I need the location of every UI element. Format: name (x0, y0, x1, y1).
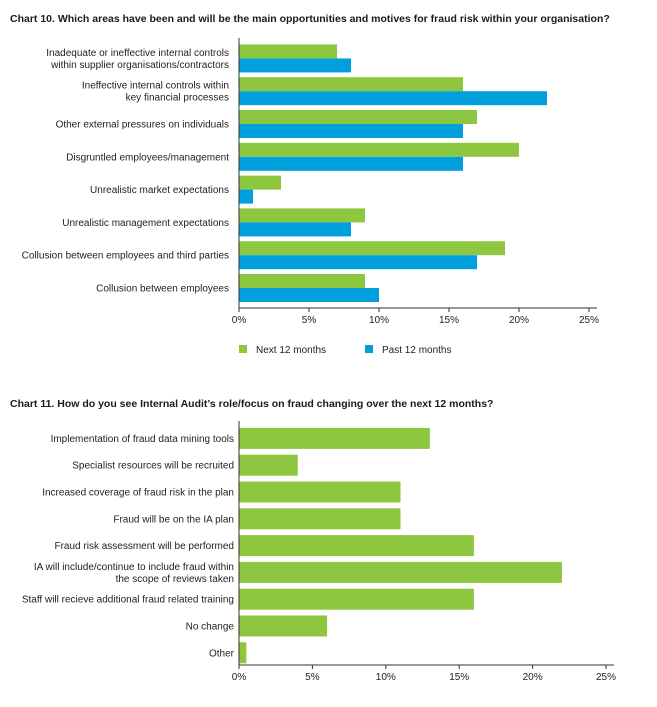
chart-11-x-axis: 0% 5% 10% 15% 20% 25% (232, 421, 616, 683)
x-tick-label: 25% (596, 672, 616, 683)
bar-collusion-between-employees-past-12-months (239, 288, 379, 302)
category-label-specialist-resources-will-be-recruited: Specialist resources will be recruited (72, 461, 234, 472)
category-label-line: Other external pressures on individuals (56, 120, 229, 131)
category-label-line: Increased coverage of fraud risk in the … (42, 488, 234, 499)
category-label-disgruntled-employees-management: Disgruntled employees/management (66, 152, 229, 163)
category-label-line: Other (209, 648, 235, 659)
category-label-fraud-risk-assessment-will-be-performed: Fraud risk assessment will be performed (54, 541, 234, 552)
category-label-line: Ineffective internal controls within (82, 81, 229, 92)
chart-11-bars (239, 427, 562, 664)
bar-unrealistic-market-expectations-next-12-months (239, 175, 281, 190)
category-label-line: Fraud will be on the IA plan (113, 514, 234, 525)
bar-disgruntled-employees-management-next-12-months (239, 142, 519, 157)
legend-label-next-12-months: Next 12 months (256, 345, 326, 356)
x-tick-label: 15% (449, 672, 469, 683)
bar-staff-will-recieve-additional-fraud-related-trai-value (239, 588, 474, 610)
bar-ia-will-include-continue-to-include-fraud-within-value (239, 561, 562, 583)
bar-unrealistic-market-expectations-past-12-months (239, 189, 253, 204)
category-label-unrealistic-market-expectations: Unrealistic market expectations (90, 185, 229, 196)
bar-collusion-between-employees-and-third-parties-next-12-months (239, 241, 505, 256)
bar-other-value (239, 642, 247, 664)
category-label-line: the scope of reviews taken (116, 574, 234, 585)
category-label-line: key financial processes (126, 93, 229, 104)
category-label-staff-will-recieve-additional-fraud-related-trai: Staff will recieve additional fraud rela… (22, 595, 234, 606)
legend-label-past-12-months: Past 12 months (382, 345, 451, 356)
category-label-line: IA will include/continue to include frau… (34, 562, 234, 573)
chart-11: Chart 11. How do you see Internal Audit’… (10, 398, 616, 683)
category-label-line: Collusion between employees and third pa… (22, 251, 229, 262)
bar-ineffective-internal-controls-within-key-financi-next-12-months (239, 77, 463, 92)
category-label-unrealistic-management-expectations: Unrealistic management expectations (62, 218, 229, 229)
bar-inadequate-or-ineffective-internal-controls-with-past-12-months (239, 58, 351, 73)
category-label-line: Implementation of fraud data mining tool… (51, 434, 234, 445)
bar-inadequate-or-ineffective-internal-controls-with-next-12-months (239, 44, 337, 59)
category-label-line: Collusion between employees (96, 284, 229, 295)
bar-other-external-pressures-on-individuals-past-12-months (239, 124, 463, 138)
category-label-collusion-between-employees-and-third-parties: Collusion between employees and third pa… (22, 251, 229, 262)
chart-10-x-axis: 0% 5% 10% 15% 20% 25% (232, 38, 599, 326)
category-label-line: Specialist resources will be recruited (72, 461, 234, 472)
x-tick-label: 10% (376, 672, 396, 683)
chart-10-title: Chart 10. Which areas have been and will… (10, 13, 610, 25)
bar-ineffective-internal-controls-within-key-financi-past-12-months (239, 91, 547, 106)
category-label-inadequate-or-ineffective-internal-controls-with: Inadequate or ineffective internal contr… (46, 48, 229, 71)
x-tick-label: 15% (439, 315, 459, 326)
bar-specialist-resources-will-be-recruited-value (239, 454, 298, 476)
category-label-implementation-of-fraud-data-mining-tools: Implementation of fraud data mining tool… (51, 434, 234, 445)
bar-no-change-value (239, 615, 328, 637)
chart-10-bars (239, 44, 547, 302)
category-label-line: No change (186, 622, 235, 633)
x-tick-label: 0% (232, 315, 247, 326)
category-label-line: Fraud risk assessment will be performed (54, 541, 234, 552)
category-label-line: Unrealistic market expectations (90, 185, 229, 196)
x-tick-label: 20% (523, 672, 543, 683)
category-label-ineffective-internal-controls-within-key-financi: Ineffective internal controls within key … (82, 81, 229, 104)
category-label-other: Other (209, 648, 235, 659)
x-tick-label: 5% (302, 315, 317, 326)
chart-10-legend: Next 12 months Past 12 months (239, 345, 451, 356)
x-tick-label: 25% (579, 315, 599, 326)
bar-unrealistic-management-expectations-next-12-months (239, 208, 365, 223)
category-label-other-external-pressures-on-individuals: Other external pressures on individuals (56, 120, 229, 131)
category-label-collusion-between-employees: Collusion between employees (96, 284, 229, 295)
category-label-line: within supplier organisations/contractor… (50, 60, 229, 71)
chart-11-title: Chart 11. How do you see Internal Audit’… (10, 398, 493, 410)
bar-collusion-between-employees-next-12-months (239, 274, 365, 288)
chart-10: Chart 10. Which areas have been and will… (10, 13, 610, 356)
chart-11-category-labels: Implementation of fraud data mining tool… (22, 434, 235, 659)
bar-fraud-risk-assessment-will-be-performed-value (239, 535, 474, 557)
category-label-line: Staff will recieve additional fraud rela… (22, 595, 234, 606)
bar-unrealistic-management-expectations-past-12-months (239, 222, 351, 237)
x-tick-label: 0% (232, 672, 247, 683)
category-label-line: Unrealistic management expectations (62, 218, 229, 229)
bar-implementation-of-fraud-data-mining-tools-value (239, 427, 430, 449)
category-label-no-change: No change (186, 622, 235, 633)
bar-other-external-pressures-on-individuals-next-12-months (239, 110, 477, 124)
bar-collusion-between-employees-and-third-parties-past-12-months (239, 255, 477, 270)
legend-swatch-past-12-months (365, 345, 373, 353)
category-label-increased-coverage-of-fraud-risk-in-the-plan: Increased coverage of fraud risk in the … (42, 488, 234, 499)
bar-increased-coverage-of-fraud-risk-in-the-plan-value (239, 481, 401, 503)
bar-disgruntled-employees-management-past-12-months (239, 156, 463, 171)
chart-10-category-labels: Inadequate or ineffective internal contr… (22, 48, 230, 295)
category-label-line: Disgruntled employees/management (66, 152, 229, 163)
category-label-line: Inadequate or ineffective internal contr… (46, 48, 229, 59)
x-tick-label: 5% (305, 672, 320, 683)
x-tick-label: 10% (369, 315, 389, 326)
x-tick-label: 20% (509, 315, 529, 326)
legend-swatch-next-12-months (239, 345, 247, 353)
category-label-ia-will-include-continue-to-include-fraud-within: IA will include/continue to include frau… (34, 562, 234, 585)
category-label-fraud-will-be-on-the-ia-plan: Fraud will be on the IA plan (113, 514, 234, 525)
bar-fraud-will-be-on-the-ia-plan-value (239, 508, 401, 530)
